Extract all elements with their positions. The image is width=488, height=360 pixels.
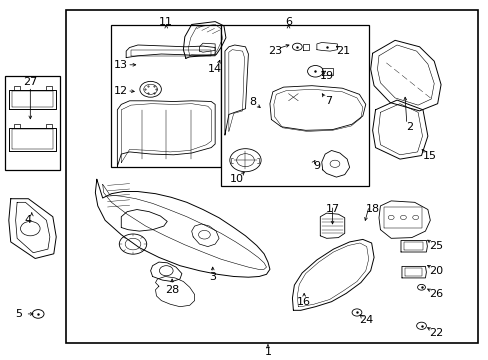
Text: 28: 28 xyxy=(164,285,179,295)
Text: 7: 7 xyxy=(325,96,331,106)
Bar xyxy=(5,76,60,170)
Text: 23: 23 xyxy=(267,46,281,56)
Text: 6: 6 xyxy=(285,17,291,27)
Bar xyxy=(221,25,368,186)
Text: 8: 8 xyxy=(249,96,256,107)
Text: 12: 12 xyxy=(114,86,128,96)
Text: 24: 24 xyxy=(358,315,372,325)
Text: 22: 22 xyxy=(428,328,443,338)
Text: 17: 17 xyxy=(325,204,339,214)
Bar xyxy=(111,25,221,167)
Text: 15: 15 xyxy=(422,150,435,161)
Text: 21: 21 xyxy=(336,46,349,56)
Text: 5: 5 xyxy=(15,309,22,319)
Text: 9: 9 xyxy=(313,161,320,171)
Text: 1: 1 xyxy=(264,347,271,357)
Text: 20: 20 xyxy=(428,266,442,276)
Text: 4: 4 xyxy=(25,215,32,225)
Text: 3: 3 xyxy=(209,272,216,282)
Text: 27: 27 xyxy=(23,77,38,87)
Text: 11: 11 xyxy=(159,17,173,27)
Text: 13: 13 xyxy=(114,60,128,70)
Bar xyxy=(66,10,477,343)
Text: 25: 25 xyxy=(428,240,442,251)
Text: 26: 26 xyxy=(428,289,442,299)
Text: 14: 14 xyxy=(208,64,222,74)
Text: 19: 19 xyxy=(319,71,333,81)
Text: 16: 16 xyxy=(297,297,310,307)
Text: 18: 18 xyxy=(365,204,379,214)
Text: 10: 10 xyxy=(230,174,244,184)
Text: 2: 2 xyxy=(406,122,412,132)
